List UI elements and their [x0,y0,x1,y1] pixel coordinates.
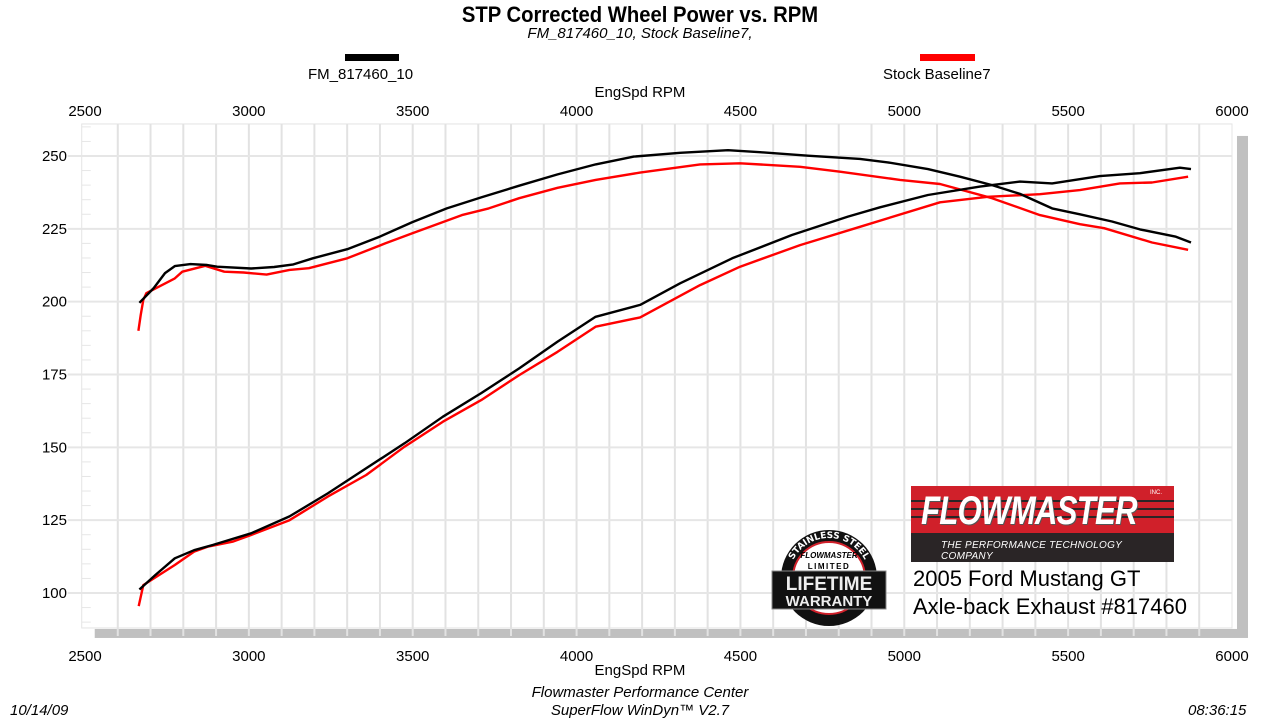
lifetime-warranty-seal: STAINLESS STEEL FLOWMASTER LIMITED LIFET… [771,530,887,626]
x-axis-label-top: EngSpd RPM [594,84,686,101]
y-tick-label: 175 [42,366,67,383]
x-tick-label-bottom: 4000 [560,648,593,665]
legend-swatch-stock [920,54,975,61]
x-tick-label-top: 2500 [68,103,101,120]
x-tick-label-top: 4500 [724,103,757,120]
logo-stripe [911,508,1174,510]
x-tick-label-bottom: 3500 [396,648,429,665]
plot-shadow-right [1236,135,1248,637]
x-tick-label-top: 4000 [560,103,593,120]
series-line-fm-curve-2 [138,166,1192,591]
legend-label-fm: FM_817460_10 [308,66,414,83]
series-line-fm-curve-1 [138,148,1192,304]
y-tick-label: 100 [42,585,67,602]
y-tick-label: 250 [42,148,67,165]
logo-stripe [911,516,1174,518]
legend-swatch-fm [345,54,399,61]
flowmaster-logo: FLOWMASTER INC. THE PERFORMANCE TECHNOLO… [911,486,1174,562]
x-tick-label-bottom: 5000 [888,648,921,665]
y-tick-label: 150 [42,439,67,456]
footer-center-line2: SuperFlow WinDyn™ V2.7 [550,702,730,719]
flowmaster-inc: INC. [1150,490,1162,496]
footer-center-line1: Flowmaster Performance Center [531,684,749,701]
seal-lifetime: LIFETIME [786,574,873,595]
footer-time: 08:36:15 [1188,702,1247,719]
seal-brand: FLOWMASTER [800,551,858,560]
x-tick-label-bottom: 2500 [68,648,101,665]
flowmaster-tagline: THE PERFORMANCE TECHNOLOGY COMPANY [941,540,1122,562]
x-tick-label-top: 6000 [1215,103,1248,120]
flowmaster-logo-red-band: FLOWMASTER INC. [911,486,1174,533]
x-tick-label-top: 5000 [888,103,921,120]
seal-banner [771,570,887,610]
flowmaster-wordmark: FLOWMASTER [921,489,1138,533]
x-tick-label-top: 3500 [396,103,429,120]
x-tick-label-top: 3000 [232,103,265,120]
x-axis-label-bottom: EngSpd RPM [594,662,686,679]
chart-subtitle: FM_817460_10, Stock Baseline7, [527,25,753,42]
x-tick-label-top: 5500 [1051,103,1084,120]
product-label: Axle-back Exhaust #817460 [913,594,1187,619]
series-line-stock-curve-1 [137,162,1189,331]
y-tick-label: 125 [42,512,67,529]
plot-shadow-bottom [94,628,1248,638]
x-tick-label-bottom: 3000 [232,648,265,665]
x-tick-label-bottom: 6000 [1215,648,1248,665]
chart-title: STP Corrected Wheel Power vs. RPM [461,2,819,27]
seal-limited: LIMITED [808,562,851,571]
x-tick-label-bottom: 4500 [724,648,757,665]
footer-date: 10/14/09 [10,702,69,719]
seal-warranty: WARRANTY [786,593,873,610]
series-line-stock-curve-2 [137,175,1189,607]
y-tick-label: 200 [42,294,67,311]
legend-label-stock: Stock Baseline7 [883,66,991,83]
y-tick-label: 225 [42,221,67,238]
vehicle-label: 2005 Ford Mustang GT [913,566,1141,591]
logo-stripe [911,500,1174,502]
x-tick-label-bottom: 5500 [1051,648,1084,665]
